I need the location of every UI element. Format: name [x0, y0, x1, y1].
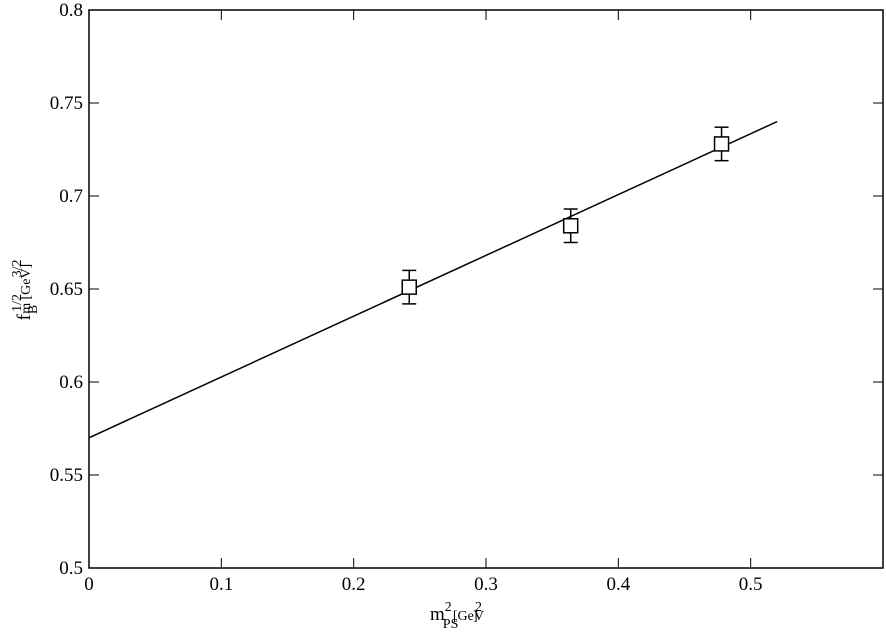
x-tick-label: 0.2	[342, 574, 366, 595]
axis-label-part: m	[430, 604, 445, 625]
axis-label-part: f	[14, 313, 35, 320]
axis-label-part: ]	[473, 609, 478, 624]
y-tick-label: 0.5	[59, 558, 83, 579]
x-tick-label: 0.1	[209, 574, 233, 595]
x-tick-label: 0.4	[606, 574, 630, 595]
plot-frame	[88, 9, 884, 569]
x-tick-label: 0.3	[474, 574, 498, 595]
axis-label-part: m	[19, 303, 34, 314]
axis-label-part: B	[26, 305, 41, 314]
y-tick-label: 0.6	[59, 372, 83, 393]
y-tick-label: 0.8	[59, 0, 83, 21]
axis-label: m2 PS [GeV2]	[430, 600, 484, 632]
axis-label-part: 1/2	[10, 294, 25, 312]
axis-label-part: 3/2	[10, 260, 25, 278]
axis-label-part: 2	[475, 600, 482, 615]
point	[562, 218, 579, 234]
point	[713, 136, 730, 152]
point	[401, 279, 417, 295]
axis-label-part: [GeV	[449, 609, 484, 624]
y-tick-label: 0.65	[50, 279, 83, 300]
axis-label-part: PS	[443, 617, 459, 632]
axis-label-part: ]	[19, 264, 34, 269]
axis-label-part: 2	[445, 600, 452, 615]
y-tick-label: 0.55	[50, 465, 83, 486]
axis-label: fBm1/2 [GeV3/2]	[10, 260, 41, 321]
y-tick-label: 0.75	[50, 93, 83, 114]
x-tick-label: 0.5	[739, 574, 763, 595]
y-tick-label: 0.7	[59, 186, 83, 207]
x-tick-label: 0	[84, 574, 94, 595]
axis-label-part: [GeV	[19, 268, 34, 303]
fit-line	[88, 120, 778, 439]
